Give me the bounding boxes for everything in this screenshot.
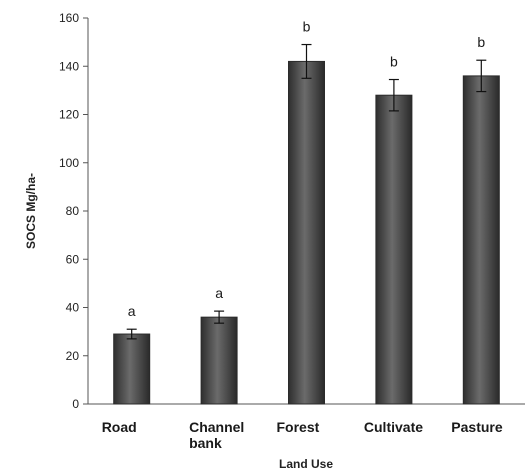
x-category-label: Pasture xyxy=(451,419,503,435)
bar xyxy=(462,75,500,405)
y-tick-label: 20 xyxy=(66,349,80,363)
x-category-label: Road xyxy=(102,419,137,435)
x-axis-title: Land Use xyxy=(279,457,333,471)
y-tick-label: 140 xyxy=(59,59,79,73)
bars: a a b b b xyxy=(113,19,500,405)
y-tick-label: 80 xyxy=(66,204,80,218)
bar xyxy=(375,94,413,405)
y-tick-label: 0 xyxy=(72,397,79,411)
significance-label: b xyxy=(477,34,485,50)
bar xyxy=(200,316,238,405)
y-tick-label: 60 xyxy=(66,252,80,266)
significance-label: b xyxy=(303,19,311,35)
y-axis-ticks: 0 20 40 60 80 100 120 140 160 xyxy=(59,11,88,411)
bar xyxy=(288,60,325,405)
y-tick-label: 160 xyxy=(59,11,79,25)
x-category-label: bank xyxy=(189,435,222,451)
x-category-label: Cultivate xyxy=(364,419,423,435)
significance-label: b xyxy=(390,54,398,70)
y-tick-label: 40 xyxy=(66,301,80,315)
x-category-label: Channel xyxy=(189,419,244,435)
significance-label: a xyxy=(215,285,223,301)
significance-label: a xyxy=(128,303,136,319)
y-tick-label: 100 xyxy=(59,156,79,170)
y-tick-label: 120 xyxy=(59,108,79,122)
y-axis-title: SOCS Mg/ha- xyxy=(24,173,38,249)
x-category-label: Forest xyxy=(277,419,320,435)
bar xyxy=(113,333,151,405)
